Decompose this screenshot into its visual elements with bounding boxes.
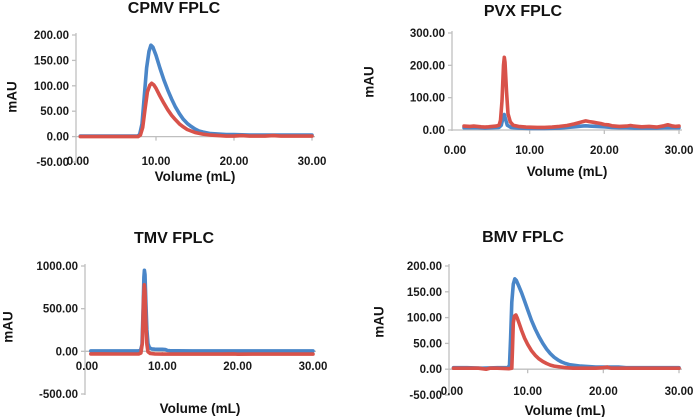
y-tick-label: 1000.00 — [36, 261, 78, 273]
x-axis-title-pvx: Volume (mL) — [526, 164, 608, 179]
x-axis-title-cpmv: Volume (mL) — [154, 169, 236, 184]
y-tick-label: -500.00 — [39, 389, 78, 401]
x-tick-label: 30.00 — [298, 156, 327, 168]
x-tick-label: 20.00 — [590, 145, 619, 157]
red-trace — [78, 81, 314, 139]
x-tick-label: 20.00 — [220, 156, 249, 168]
y-axis-title-bmv: mAU — [371, 306, 387, 338]
x-tick-label: 30.00 — [299, 361, 328, 373]
chart-title-bmv: BMV FPLC — [482, 229, 564, 246]
x-tick-label: 30.00 — [665, 386, 694, 398]
red-trace — [451, 313, 681, 371]
chart-tmv-fplc: -500.00 0.00 500.00 1000.00 0.00 10.00 20.00 30… — [0, 208, 348, 416]
x-axis-title-tmv: Volume (mL) — [159, 401, 241, 416]
y-tick-label: 200.00 — [407, 261, 442, 273]
x-tick-label: 20.00 — [223, 361, 252, 373]
y-tick-label: 100.00 — [410, 93, 445, 105]
x-tick-label: 0.00 — [441, 386, 463, 398]
x-tick-label: 0.00 — [76, 361, 98, 373]
chart-title-pvx: PVX FPLC — [483, 3, 563, 20]
x-tick-label: 0.00 — [67, 156, 89, 168]
y-tick-label: 0.00 — [420, 364, 442, 376]
y-tick-label: 100.00 — [407, 313, 442, 325]
y-tick-label: 200.00 — [410, 60, 445, 72]
x-tick-label: 10.00 — [513, 386, 542, 398]
x-tick-label: 20.00 — [589, 386, 618, 398]
red-trace — [89, 283, 315, 356]
y-tick-label: 500.00 — [43, 304, 78, 316]
x-tick-label: 10.00 — [142, 156, 171, 168]
chart-bmv-fplc: -50.00 0.00 50.00 100.00 150.00 200.00 0.00 10.… — [349, 209, 697, 417]
chart-pvx-fplc: 0.00 100.00 200.00 300.00 0.00 10.00 20.00 30.0… — [349, 0, 697, 208]
chart-cpmv-fplc: -50.00 0.00 50.00 100.00 150.00 200.00 0.00 10.… — [0, 0, 348, 208]
x-tick-label: 30.00 — [665, 145, 694, 157]
y-axis-title-cpmv: mAU — [4, 81, 20, 113]
blue-trace — [78, 43, 314, 138]
y-tick-label: 150.00 — [407, 287, 442, 299]
y-axis-title-tmv: mAU — [0, 311, 16, 343]
y-tick-label: -50.00 — [36, 157, 69, 169]
x-tick-label: 0.00 — [444, 145, 466, 157]
y-tick-label: 50.00 — [40, 106, 69, 118]
red-trace — [462, 55, 681, 130]
x-tick-label: 10.00 — [515, 145, 544, 157]
y-axis-title-pvx: mAU — [361, 66, 377, 98]
pvx-plot-area: 0.00 100.00 200.00 300.00 0.00 10.00 20.00 30.0… — [410, 28, 694, 157]
chart-title-cpmv: CPMV FPLC — [127, 0, 221, 17]
x-axis-title-bmv: Volume (mL) — [524, 403, 606, 417]
y-tick-label: 0.00 — [423, 125, 445, 137]
y-tick-label: 100.00 — [34, 81, 69, 93]
chart-title-tmv: TMV FPLC — [134, 230, 214, 247]
y-tick-label: 150.00 — [34, 55, 69, 67]
blue-trace — [89, 268, 315, 353]
blue-trace — [451, 277, 681, 370]
y-tick-label: 200.00 — [34, 30, 69, 42]
tmv-plot-area: -500.00 0.00 500.00 1000.00 0.00 10.00 20.00 30… — [36, 261, 328, 401]
x-tick-label: 10.00 — [148, 361, 177, 373]
y-tick-label: 50.00 — [413, 338, 442, 350]
y-tick-label: -50.00 — [409, 390, 442, 402]
y-tick-label: 300.00 — [410, 28, 445, 40]
y-tick-label: 0.00 — [56, 346, 78, 358]
y-tick-label: 0.00 — [47, 132, 69, 144]
